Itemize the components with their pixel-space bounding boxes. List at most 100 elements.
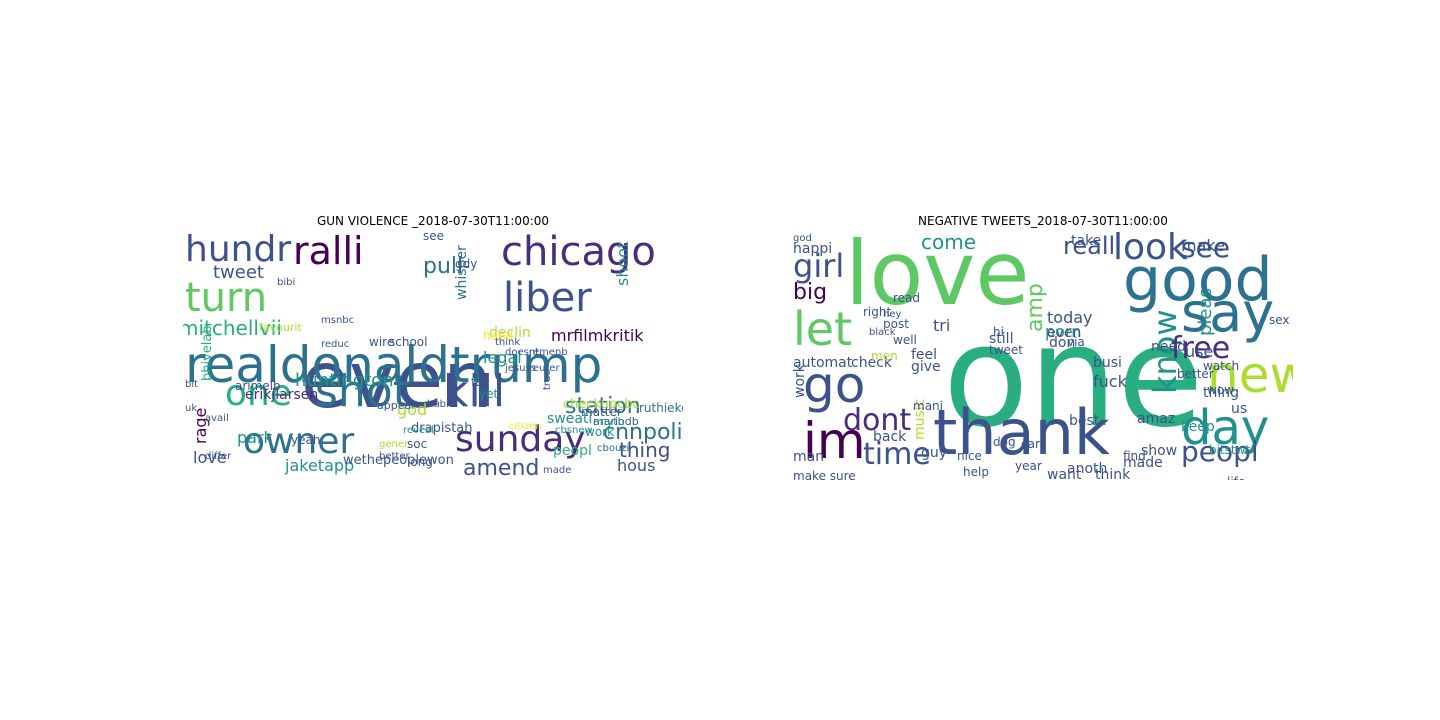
wordcloud-word: liber xyxy=(503,275,592,321)
wordcloud-word: look xyxy=(1113,230,1188,268)
wordcloud-word: gdy xyxy=(455,257,478,271)
wordcloud-word: hey xyxy=(883,309,902,320)
wordcloud-word: mrfilmkritik xyxy=(551,326,644,345)
wordcloud-word: yeah xyxy=(291,433,321,447)
wordcloud-word: made xyxy=(543,465,572,476)
wordcloud-word: nice xyxy=(957,449,982,463)
wordcloud-word: station xyxy=(565,394,641,419)
wordcloud-word: remenb xyxy=(529,347,568,358)
wordcloud-word: huntington xyxy=(295,370,394,391)
wordcloud-word: today xyxy=(1047,308,1093,327)
wordcloud-word: one xyxy=(225,373,292,414)
wordcloud-word: made xyxy=(1123,455,1163,471)
wordcloud-word: mariodb xyxy=(593,415,639,428)
wordcloud-word: even xyxy=(1047,325,1082,341)
wordcloud-word: sex xyxy=(1269,313,1290,327)
wordcloud-word: differ xyxy=(205,451,232,462)
wordcloud-word: make sure xyxy=(793,469,856,480)
wordcloud-word: help xyxy=(963,465,989,479)
wordcloud-title-gun-violence: GUN VIOLENCE _2018-07-30T11:00:00 xyxy=(316,214,550,228)
wordcloud-word: right xyxy=(863,305,892,319)
wordcloud-word: car xyxy=(1021,437,1040,451)
wordcloud-word: chicago xyxy=(501,230,656,275)
wordcloud-word: wow xyxy=(1207,383,1234,397)
wordcloud-word: peopl xyxy=(553,443,592,459)
wordcloud-word: im xyxy=(803,412,866,470)
wordcloud-word: jesuss xyxy=(505,363,536,374)
wordcloud-word: see xyxy=(1181,231,1231,264)
wordcloud-word: free xyxy=(1171,331,1231,366)
wordcloud-word: best xyxy=(1069,413,1100,429)
wordcloud-word: fuck xyxy=(1093,372,1127,391)
wordcloud-word: girl xyxy=(793,247,845,285)
wordcloud-word: work xyxy=(585,425,615,439)
wordcloud-word: better xyxy=(379,451,410,462)
wordcloud-word: back xyxy=(873,429,907,445)
wordcloud-word: one xyxy=(943,296,1204,459)
wordcloud-word: come xyxy=(921,230,977,254)
wordcloud-word: better xyxy=(1177,367,1214,381)
wordcloud-word: arimelb xyxy=(235,379,281,393)
wordcloud-word: god xyxy=(793,233,812,244)
wordcloud-word: amend xyxy=(463,456,540,480)
wordcloud-word: matter xyxy=(581,405,622,419)
wordcloud-word: post xyxy=(883,317,909,331)
wordcloud-word: life xyxy=(1227,476,1245,480)
wordcloud-word: hundr xyxy=(185,230,292,270)
wordcloud-word: bibi xyxy=(277,277,296,288)
wordcloud-word: busi xyxy=(1093,355,1122,371)
wordcloud-word: sunday xyxy=(455,419,586,460)
wordcloud-word: hand xyxy=(483,329,514,343)
wordcloud-word: work xyxy=(793,364,808,398)
wordcloud-word: peopl xyxy=(1181,435,1259,468)
wordcloud-word: use xyxy=(1185,342,1214,361)
wordcloud-word: amaz xyxy=(1137,411,1176,427)
wordcloud-word: thank xyxy=(933,396,1110,469)
wordcloud-word: want xyxy=(1047,467,1082,480)
wordcloud-word: cbsnew xyxy=(555,425,593,436)
wordcloud-gun-violence: even realdonaldtrump hundr ralli chicago turn… xyxy=(183,230,683,480)
wordcloud-word: see xyxy=(423,230,445,243)
wordcloud-word: realdonaldtrump xyxy=(185,336,603,394)
wordcloud-word: guy xyxy=(921,445,948,461)
wordcloud-word: tweet xyxy=(989,343,1023,357)
wordcloud-word: mani xyxy=(913,399,943,413)
wordcloud-word: drapistah xyxy=(411,421,473,436)
wordcloud-word: citizen xyxy=(509,421,542,432)
wordcloud-word: reveal xyxy=(403,425,435,436)
wordcloud-word: anoth xyxy=(1067,461,1108,477)
wordcloud-word: even xyxy=(301,336,493,426)
wordcloud-word: watch xyxy=(1203,359,1240,373)
wordcloud-word: find xyxy=(1123,449,1146,463)
wordcloud-word: year xyxy=(1015,459,1042,473)
wordcloud-word: fat xyxy=(471,375,488,389)
wordcloud-word: love xyxy=(193,448,227,467)
wordcloud-word: let xyxy=(793,302,853,356)
wordcloud-word: hous xyxy=(617,456,656,475)
wordcloud-word: feel xyxy=(911,347,938,363)
wordcloud-word: still xyxy=(989,331,1014,347)
wordcloud-word: think xyxy=(495,337,521,348)
wordcloud-word: cbouzi xyxy=(597,443,630,454)
wordcloud-word: say xyxy=(1181,281,1275,344)
wordcloud-word: legal xyxy=(483,348,522,367)
wordcloud-word: think xyxy=(1095,467,1131,480)
wordcloud-word: wethepeoplewon xyxy=(343,453,454,468)
wordcloud-word: make xyxy=(1181,236,1225,255)
wordcloud-word: bitstwt xyxy=(1209,443,1251,457)
wordcloud-word: thing xyxy=(619,438,671,462)
wordcloud-word: whisper xyxy=(454,245,470,300)
wordcloud-word: don xyxy=(1049,335,1076,351)
wordcloud-word: owner xyxy=(243,421,355,462)
wordcloud-word: sweati xyxy=(547,411,593,427)
wordcloud-word: yet xyxy=(479,387,499,401)
wordcloud-word: shoot xyxy=(613,241,632,286)
wordcloud-word: mitchellvii xyxy=(183,316,282,340)
wordcloud-word: thing xyxy=(1203,385,1240,401)
wordcloud-word: day xyxy=(1181,400,1270,456)
wordcloud-word: check xyxy=(851,355,892,371)
wordcloud-word: bit xyxy=(185,379,199,390)
wordcloud-word: black xyxy=(869,327,896,338)
wordcloud-word: ruthieketchup xyxy=(639,401,683,415)
wordcloud-word: reduc xyxy=(321,339,350,350)
